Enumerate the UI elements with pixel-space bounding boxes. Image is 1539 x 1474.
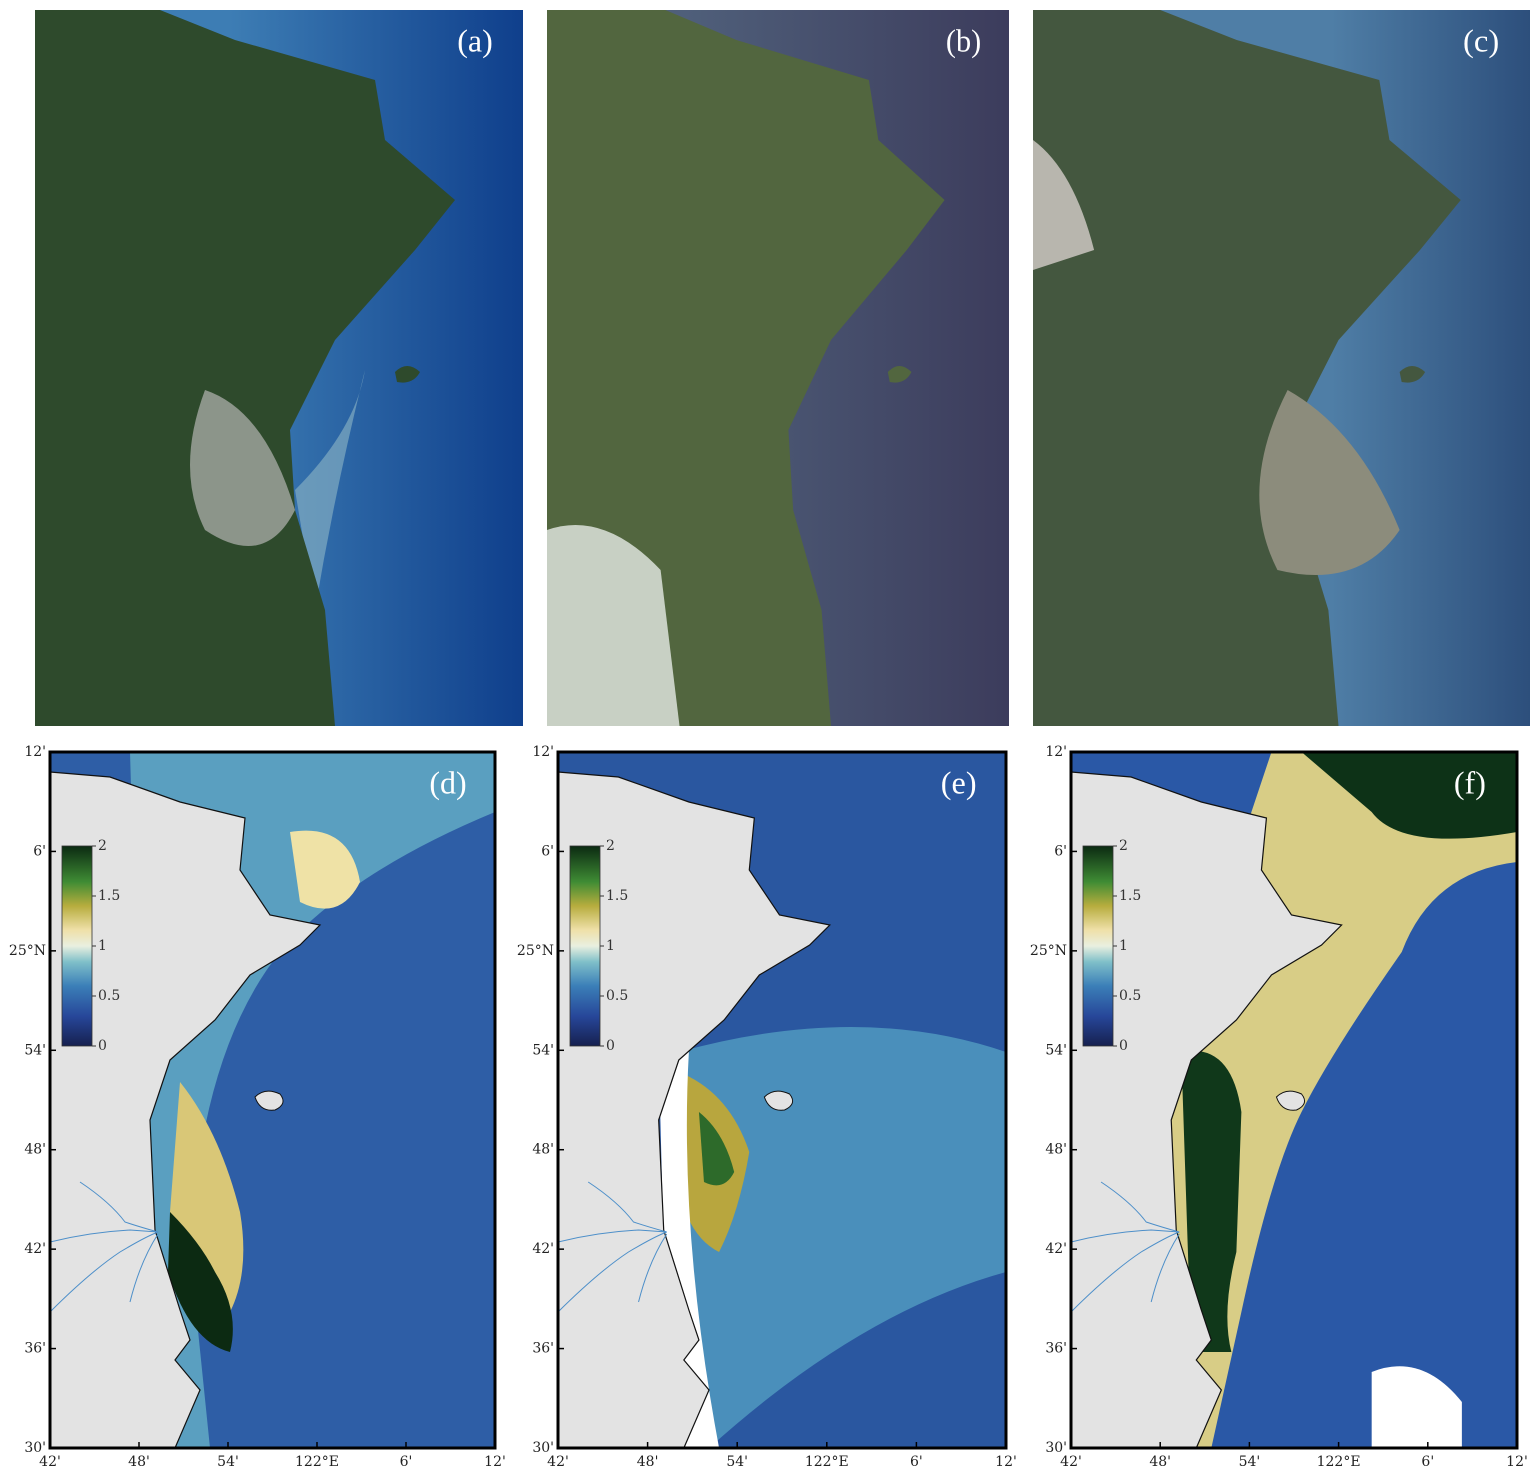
lon-tick-label: 54' <box>217 1454 239 1470</box>
panel-label: (a) <box>457 22 493 58</box>
map-frame <box>1069 750 1519 1450</box>
satellite-panel: (a) <box>35 10 523 726</box>
colorbar-tick-label: 0 <box>98 1038 107 1054</box>
lon-tick-label: 122°E <box>805 1454 849 1470</box>
plain <box>190 390 295 546</box>
lat-tick-label: 36' <box>1045 1341 1067 1357</box>
lat-tick-label: 42' <box>24 1241 46 1257</box>
lat-tick-label: 30' <box>1045 1440 1067 1456</box>
lon-tick-label: 122°E <box>295 1454 339 1470</box>
very-high-values <box>698 1112 735 1186</box>
colorbar-tick-label: 0 <box>606 1038 615 1054</box>
lon-tick-label: 48' <box>1149 1454 1171 1470</box>
lat-tick-label: 25°N <box>1030 943 1067 959</box>
panel-label: (b) <box>946 23 981 59</box>
lat-tick-label: 36' <box>532 1341 554 1357</box>
colorbar-tick-label: 2 <box>98 838 107 854</box>
lat-tick-label: 12' <box>1045 744 1067 760</box>
very-high-values <box>1301 752 1517 839</box>
colorbar-tick-label: 0.5 <box>98 988 120 1004</box>
colorbar-tick-label: 1 <box>606 938 615 954</box>
lon-tick-label: 48' <box>128 1454 150 1470</box>
lat-tick-label: 36' <box>24 1341 46 1357</box>
colorbar <box>1082 845 1114 1047</box>
colorbar <box>569 845 601 1047</box>
colorbar-tick-label: 1 <box>1119 938 1128 954</box>
colorbar-tick-label: 1 <box>98 938 107 954</box>
lon-tick-label: 42' <box>1060 1454 1082 1470</box>
colorbar-tick-label: 1.5 <box>606 888 628 904</box>
lat-tick-label: 54' <box>24 1042 46 1058</box>
lon-tick-label: 12' <box>995 1454 1017 1470</box>
colorbar <box>61 845 93 1047</box>
very-high-values <box>1181 1050 1242 1352</box>
very-high-values <box>168 1212 233 1352</box>
lon-tick-label: 12' <box>484 1454 506 1470</box>
panel-label: (c) <box>1463 23 1499 59</box>
lat-tick-label: 42' <box>1045 1241 1067 1257</box>
panel-label: (d) <box>429 764 466 800</box>
map-panel: (f) <box>1071 752 1517 1448</box>
lat-tick-label: 6' <box>541 843 554 859</box>
lon-tick-label: 122°E <box>1317 1454 1361 1470</box>
lat-tick-label: 6' <box>1054 843 1067 859</box>
lat-tick-label: 48' <box>1045 1142 1067 1158</box>
lat-tick-label: 12' <box>532 744 554 760</box>
coastal-band <box>668 1027 1006 1448</box>
masked <box>1371 1366 1462 1448</box>
lat-tick-label: 30' <box>24 1440 46 1456</box>
lon-tick-label: 54' <box>1239 1454 1261 1470</box>
lon-tick-label: 42' <box>547 1454 569 1470</box>
colorbar-tick-label: 0.5 <box>1119 988 1141 1004</box>
lat-tick-label: 12' <box>24 744 46 760</box>
plume <box>295 370 365 610</box>
colorbar-tick-label: 1.5 <box>98 888 120 904</box>
lat-tick-label: 42' <box>532 1241 554 1257</box>
lat-tick-label: 30' <box>532 1440 554 1456</box>
map-frame <box>48 750 497 1450</box>
satellite-panel: (c) <box>1033 10 1530 726</box>
map-frame <box>556 750 1008 1450</box>
lat-tick-label: 25°N <box>9 943 46 959</box>
high-values <box>290 830 360 909</box>
map-panel: (d) <box>50 752 495 1448</box>
map-panel: (e) <box>558 752 1006 1448</box>
lat-tick-label: 48' <box>24 1142 46 1158</box>
colorbar-tick-label: 2 <box>606 838 615 854</box>
lat-tick-label: 25°N <box>517 943 554 959</box>
lat-tick-label: 54' <box>532 1042 554 1058</box>
colorbar-tick-label: 1.5 <box>1119 888 1141 904</box>
colorbar-tick-label: 2 <box>1119 838 1128 854</box>
satellite-panel: (b) <box>547 10 1009 726</box>
lat-tick-label: 48' <box>532 1142 554 1158</box>
lon-tick-label: 42' <box>39 1454 61 1470</box>
lat-tick-label: 6' <box>33 843 46 859</box>
colorbar-tick-label: 0.5 <box>606 988 628 1004</box>
panel-label: (f) <box>1454 764 1486 800</box>
plain <box>1259 390 1400 575</box>
city <box>1033 140 1095 270</box>
lon-tick-label: 6' <box>1421 1454 1434 1470</box>
lon-tick-label: 48' <box>637 1454 659 1470</box>
lon-tick-label: 54' <box>726 1454 748 1470</box>
lon-tick-label: 12' <box>1506 1454 1528 1470</box>
panel-label: (e) <box>941 764 977 800</box>
lat-tick-label: 54' <box>1045 1042 1067 1058</box>
colorbar-tick-label: 0 <box>1119 1038 1128 1054</box>
lon-tick-label: 6' <box>400 1454 413 1470</box>
clouds <box>547 525 680 726</box>
lon-tick-label: 6' <box>910 1454 923 1470</box>
